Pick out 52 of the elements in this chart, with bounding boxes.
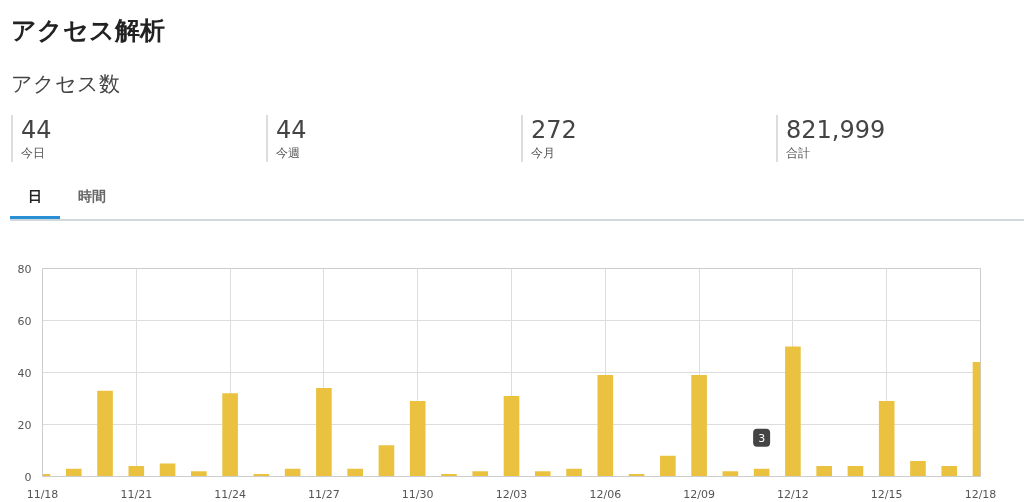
y-tick-label: 0: [24, 470, 32, 484]
bar: [472, 471, 489, 477]
x-tick-label: 12/03: [495, 487, 528, 501]
text: 日: [10, 179, 60, 219]
bar: [941, 466, 958, 477]
bar: [597, 375, 614, 477]
bar: [847, 466, 864, 477]
bar: [660, 455, 676, 477]
x-tick-label: 11/30: [401, 487, 434, 501]
bar: [128, 466, 145, 477]
bar: [65, 468, 82, 477]
x-tick-label: 11/21: [120, 487, 153, 501]
y-tick-label: 40: [17, 366, 32, 380]
bar: [566, 468, 582, 477]
bar: [722, 471, 739, 477]
bar: [691, 375, 707, 477]
text: 合計: [786, 144, 811, 162]
x-tick-label: 11/27: [308, 487, 340, 501]
bar: [97, 390, 113, 477]
text: 今月: [531, 144, 556, 162]
text: 44: [21, 114, 53, 145]
x-tick-label: 12/15: [870, 487, 903, 501]
bar: [503, 395, 520, 477]
bar: [409, 401, 426, 477]
y-tick-label: 80: [17, 262, 32, 276]
bar: [191, 471, 207, 477]
text: 今週: [276, 144, 301, 162]
y-tick-label: 20: [17, 418, 32, 432]
bar: [316, 388, 332, 477]
chart-title: アクセス解析: [11, 15, 166, 47]
text: 今日: [21, 144, 46, 162]
text: 時間: [77, 186, 107, 206]
bar: [347, 468, 363, 477]
x-tick-label: 12/09: [683, 487, 715, 501]
x-tick-label: 11/18: [26, 487, 59, 501]
bar: [878, 401, 895, 477]
y-tick-label: 60: [17, 314, 32, 328]
x-tick-label: 12/18: [964, 487, 997, 501]
x-tick-label: 12/06: [589, 487, 622, 501]
x-tick-label: 11/24: [214, 487, 246, 501]
bar: [222, 393, 238, 477]
bar: [378, 445, 395, 477]
annotation: 3: [758, 431, 766, 445]
bar: [910, 460, 926, 477]
chart-subtitle: アクセス数: [11, 70, 121, 98]
text: 821,999: [786, 114, 887, 145]
x-tick-label: 12/12: [777, 487, 809, 501]
bar: [816, 466, 832, 477]
text: 272: [531, 114, 578, 145]
bar: [534, 471, 551, 477]
bar: [785, 346, 801, 477]
text: 44: [276, 114, 308, 145]
